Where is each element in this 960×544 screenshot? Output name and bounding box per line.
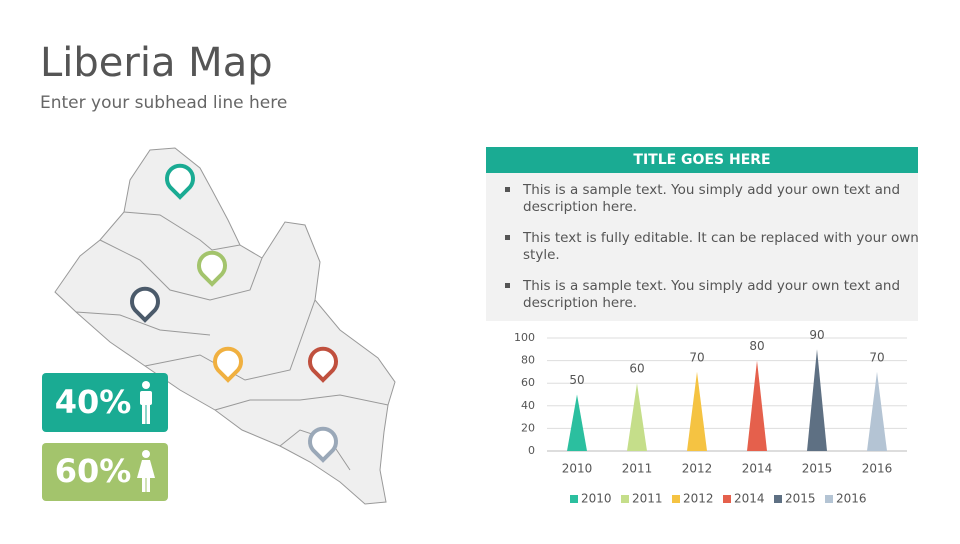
female-icon [137, 450, 155, 492]
stat-label: 60% [55, 452, 132, 490]
x-tick-label: 2016 [862, 462, 893, 476]
y-tick-label: 20 [521, 421, 535, 434]
map-pins [130, 163, 338, 463]
bar [627, 383, 647, 451]
value-label: 60 [629, 362, 644, 376]
x-tick-label: 2011 [622, 462, 653, 476]
legend-swatch [774, 495, 782, 503]
bullet-text: description here. [523, 295, 637, 311]
y-tick-label: 80 [521, 354, 535, 367]
title: Liberia Map [40, 40, 273, 86]
map [54, 147, 396, 505]
bar [687, 371, 707, 451]
x-tick-label: 2010 [562, 462, 593, 476]
bullet-text: This is a sample text. You simply add yo… [522, 182, 900, 198]
panel-header [486, 147, 918, 173]
value-label: 70 [869, 350, 884, 364]
bullet [505, 235, 510, 240]
bar [747, 360, 767, 451]
legend-label: 2015 [785, 492, 816, 506]
value-label: 50 [569, 373, 584, 387]
y-tick-label: 0 [528, 444, 535, 457]
legend-label: 2012 [683, 492, 714, 506]
legend-swatch [621, 495, 629, 503]
panel-title: TITLE GOES HERE [633, 152, 770, 168]
x-tick-label: 2014 [742, 462, 773, 476]
value-label: 70 [689, 350, 704, 364]
subtitle: Enter your subhead line here [40, 93, 287, 113]
bullet [505, 187, 510, 192]
legend-label: 2014 [734, 492, 765, 506]
y-tick-label: 40 [521, 399, 535, 412]
bullet-text: description here. [523, 199, 637, 215]
x-tick-label: 2012 [682, 462, 713, 476]
stat-label: 40% [55, 383, 132, 421]
panel-body [486, 173, 918, 321]
bar [867, 371, 887, 451]
bullet-text: This text is fully editable. It can be r… [522, 230, 919, 246]
male-icon [140, 381, 152, 424]
legend-label: 2016 [836, 492, 867, 506]
bullet-text: style. [523, 247, 560, 263]
legend-label: 2011 [632, 492, 663, 506]
bullet [505, 283, 510, 288]
bar [807, 349, 827, 451]
legend-swatch [570, 495, 578, 503]
stat-box [42, 443, 168, 501]
legend-swatch [723, 495, 731, 503]
y-tick-label: 100 [514, 331, 535, 344]
legend-swatch [825, 495, 833, 503]
x-tick-label: 2015 [802, 462, 833, 476]
bullet-text: This is a sample text. You simply add yo… [522, 278, 900, 294]
bar [567, 394, 587, 451]
legend-swatch [672, 495, 680, 503]
value-label: 80 [749, 339, 764, 353]
value-label: 90 [809, 328, 824, 342]
y-tick-label: 60 [521, 376, 535, 389]
stat-box [42, 373, 168, 432]
legend-label: 2010 [581, 492, 612, 506]
